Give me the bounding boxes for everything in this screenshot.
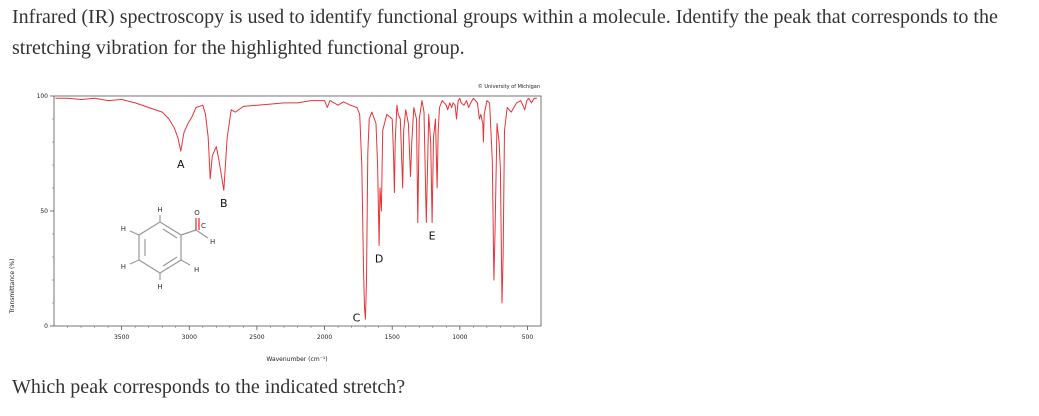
x-axis-label: Wavenumber (cm⁻¹) [266,356,327,363]
bond [129,259,140,265]
atom-h: H [210,238,215,246]
atom-h: H [157,206,162,214]
question-prompt: Which peak corresponds to the indicated … [12,376,406,398]
x-tick-label: 3500 [114,334,129,341]
plot-frame [53,95,542,327]
peak-label-a: A [177,158,185,171]
y-tick-label: 100 [37,93,49,100]
atom-h: H [194,266,199,274]
question-text: Infrared (IR) spectroscopy is used to id… [12,6,998,59]
y-axis: 100 50 0 [37,93,54,330]
atom-h: H [121,225,126,233]
x-tick-label: 2000 [317,334,332,341]
peak-label-b: B [220,197,228,210]
peak-labels: A B C D E [177,158,436,325]
peak-label-e: E [429,229,436,242]
benzaldehyde-structure: H H H H H O C H [121,206,216,291]
atom-h: H [157,283,162,291]
chart-credit: © University of Michigan [478,83,540,90]
bond [180,259,191,266]
ring-double-bond [162,228,178,239]
atom-c: C [201,222,206,230]
peak-label-c: C [353,312,361,325]
atom-o: O [194,209,200,217]
spectrum-trace [55,97,537,320]
x-tick-label: 500 [522,334,534,341]
bond [129,230,140,236]
ring-double-bond [162,256,178,267]
x-axis: 3500 3000 2500 2000 1500 1000 500 [67,326,534,341]
y-tick-label: 0 [44,323,48,330]
atom-h: H [121,263,126,271]
y-tick-label: 50 [40,208,48,215]
x-tick-label: 1000 [452,334,467,341]
y-axis-label: Transmittance (%) [9,259,16,315]
x-tick-label: 2500 [249,334,264,341]
x-tick-label: 3000 [182,334,197,341]
x-tick-label: 1500 [385,334,400,341]
peak-label-d: D [375,252,383,265]
bond [195,229,209,239]
bond [180,229,197,236]
